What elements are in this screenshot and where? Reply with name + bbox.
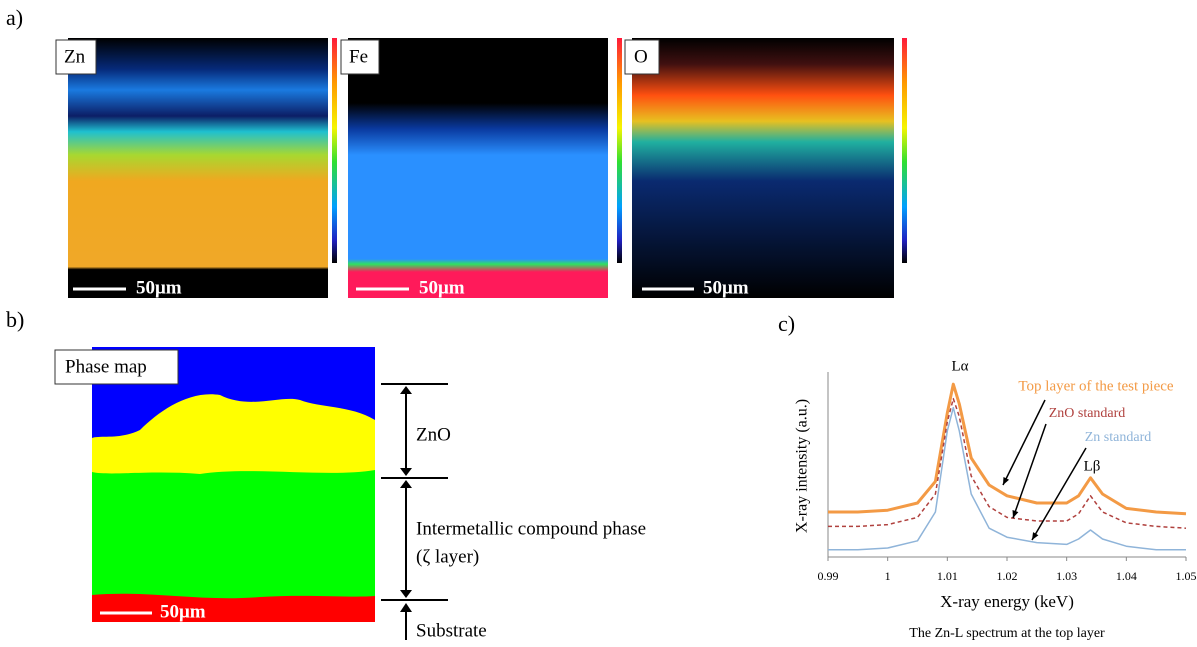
colorbar [902,38,907,263]
map-label: Phase map [65,356,147,377]
panel-label: a) [6,5,23,30]
annotation: Lβ [1084,458,1101,474]
pointer-arrow [1031,447,1087,541]
scale-label: 50μm [703,277,749,298]
map-label-box [624,39,660,75]
x-tick-label: 1.01 [937,569,958,583]
pointer-arrow [1012,423,1047,519]
map-image [348,38,608,298]
panel-label: c) [778,311,795,336]
x-tick-label: 1.05 [1176,569,1197,583]
scale-label: 50μm [419,277,465,298]
series-label: Zn standard [1085,430,1151,445]
map-label: Zn [64,46,86,67]
x-axis-label: X-ray energy (keV) [940,592,1074,611]
map-label-box [340,39,380,75]
y-axis-label: X-ray intensity (a.u.) [794,399,811,533]
map-label: Fe [349,46,368,67]
phase-substrate [92,593,375,622]
arrowhead [400,603,412,612]
series-label: ZnO standard [1049,406,1126,421]
layer-label: Intermetallic compound phase [416,518,646,539]
layer-label: (ζ layer) [416,546,479,567]
x-tick-label: 0.99 [818,569,839,583]
map-image [68,38,328,298]
series-label: Top layer of the test piece [1018,378,1173,394]
scale-label: 50μm [160,601,206,622]
spectrum-chart: X-ray energy (keV) The Zn-L spectrum at … [794,358,1197,641]
x-tick-label: 1 [885,569,891,583]
x-tick-label: 1.02 [997,569,1018,583]
panel-label: b) [6,307,24,332]
map-image [632,38,894,298]
map-label: O [634,46,648,67]
layer-label: ZnO [416,424,451,445]
arrowhead [1003,477,1010,485]
arrowhead [1012,510,1019,518]
scale-label: 50μm [136,277,182,298]
layer-label: Substrate [416,620,487,641]
map-label-box [54,349,179,385]
colorbar [332,38,337,263]
series-line [828,397,1187,529]
series-line [828,406,1186,551]
element-maps: Zn Fe O 50μm 50μm 50μm [55,38,907,298]
map-label-box [55,39,97,75]
x-tick-label: 1.04 [1116,569,1137,583]
pointer-arrow [1002,399,1046,486]
series-line [828,382,1187,516]
annotation: Lα [951,358,968,374]
x-tick-label: 1.03 [1056,569,1077,583]
caption: The Zn-L spectrum at the top layer [909,626,1105,641]
colorbar [617,38,622,263]
arrowhead [1032,532,1039,540]
layer-brackets [381,383,448,640]
phase-map: Phase map 50μm ZnO Intermetallic compoun… [54,347,646,641]
